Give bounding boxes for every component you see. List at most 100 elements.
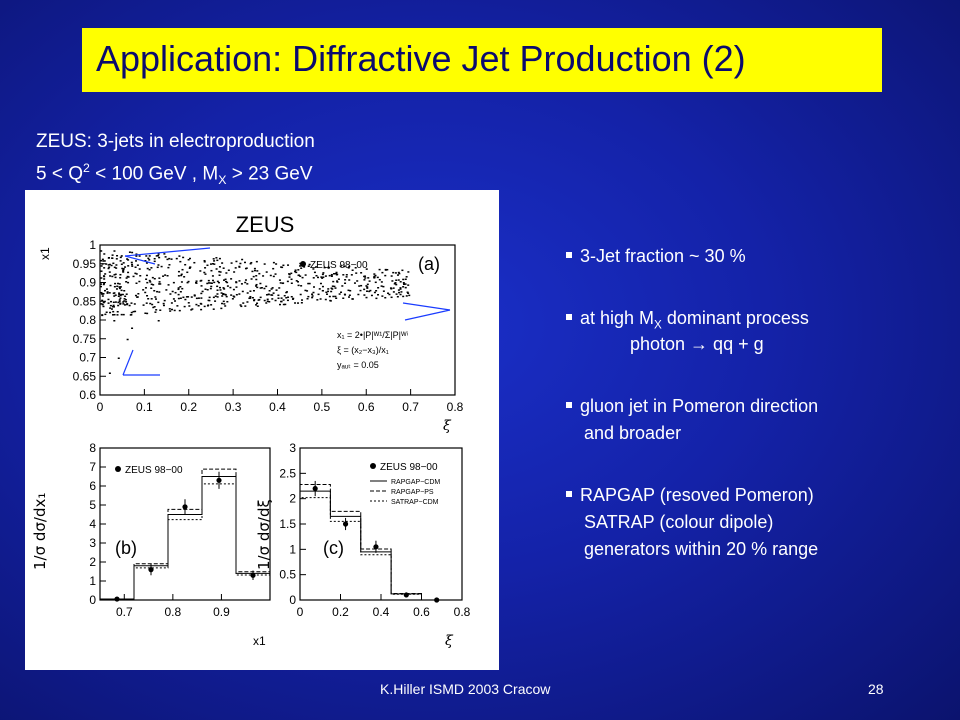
scatter-point — [122, 301, 125, 303]
scatter-point — [108, 292, 111, 294]
scatter-point — [101, 299, 104, 302]
scatter-point — [188, 257, 191, 260]
scatter-point — [277, 297, 280, 299]
scatter-point — [153, 290, 156, 292]
scatter-point — [191, 308, 194, 310]
hist-b-xlabel: x1 — [253, 634, 266, 648]
scatter-point — [155, 309, 158, 311]
scatter-point — [366, 286, 369, 288]
scatter-ytick: 0.8 — [79, 313, 96, 327]
scatter-point — [113, 274, 116, 276]
scatter-point — [145, 278, 148, 280]
scatter-point — [216, 259, 219, 262]
scatter-point — [100, 303, 103, 305]
scatter-point — [335, 273, 338, 276]
scatter-formula2: ξ = (x₂−x₃)/x₁ — [337, 345, 389, 355]
scatter-point — [328, 295, 331, 298]
scatter-point — [155, 298, 158, 300]
scatter-point — [344, 294, 347, 296]
scatter-point — [360, 284, 363, 287]
scatter-point — [351, 269, 354, 271]
scatter-point — [157, 254, 160, 257]
scatter-point — [297, 269, 300, 271]
scatter-point — [250, 261, 253, 264]
scatter-point — [218, 266, 221, 268]
scatter-point — [123, 298, 126, 300]
scatter-point — [221, 295, 224, 297]
scatter-point — [201, 290, 204, 293]
arrow-3 — [402, 302, 451, 311]
scatter-point — [249, 262, 252, 265]
scatter-point — [147, 257, 150, 260]
scatter-point — [218, 286, 221, 289]
scatter-point — [215, 257, 218, 259]
scatter-point — [256, 270, 259, 272]
scatter-point — [173, 309, 176, 312]
scatter-point — [268, 290, 271, 292]
scatter-point — [265, 294, 268, 296]
scatter-point — [134, 294, 137, 297]
scatter-point — [113, 285, 116, 288]
scatter-point — [190, 309, 193, 311]
scatter-point — [113, 250, 116, 252]
scatter-point — [259, 282, 262, 285]
scatter-point — [315, 274, 318, 277]
scatter-point — [100, 265, 103, 267]
scatter-point — [224, 305, 227, 307]
scatter-point — [282, 264, 285, 267]
scatter-point — [311, 296, 314, 299]
scatter-point — [119, 297, 122, 299]
scatter-point — [307, 295, 310, 298]
hist-xtick: 0.4 — [373, 605, 390, 619]
hist-ytick: 0.5 — [279, 568, 296, 582]
scatter-point — [333, 285, 336, 288]
scatter-point — [158, 277, 161, 279]
scatter-point — [358, 285, 361, 287]
scatter-point — [294, 269, 297, 271]
subtitle-line2: 5 < Q2 < 100 GeV , MX > 23 GeV — [36, 161, 313, 188]
scatter-point — [291, 298, 294, 300]
scatter-point — [117, 295, 120, 298]
scatter-point — [110, 300, 113, 303]
scatter-point — [108, 266, 111, 268]
title-box: Application: Diffractive Jet Production … — [82, 28, 882, 92]
scatter-point — [142, 289, 145, 291]
scatter-point — [366, 287, 369, 289]
scatter-point — [197, 305, 200, 307]
hist-data-point — [342, 521, 349, 527]
scatter-point — [163, 253, 166, 255]
scatter-point — [322, 272, 325, 274]
scatter-point — [119, 273, 122, 276]
scatter-point — [113, 320, 116, 322]
scatter-point — [238, 293, 241, 295]
scatter-point — [101, 258, 104, 261]
scatter-point — [222, 287, 225, 289]
scatter-point — [324, 275, 327, 277]
scatter-point — [255, 260, 258, 263]
scatter-point — [142, 304, 145, 306]
scatter-point — [118, 299, 121, 301]
scatter-point — [262, 275, 265, 277]
scatter-point — [290, 282, 293, 284]
bullet-4: RAPGAP (resoved Pomeron) — [566, 485, 814, 506]
hist-c-model-legend: RAPGAP−CDM RAPGAP−PS SATRAP−CDM — [370, 479, 440, 506]
scatter-point — [304, 274, 307, 276]
scatter-point — [300, 285, 303, 287]
scatter-point — [214, 300, 217, 302]
scatter-point — [121, 293, 124, 296]
scatter-point — [186, 281, 189, 284]
scatter-point — [317, 276, 320, 279]
scatter-point — [118, 286, 121, 288]
scatter-point — [297, 274, 300, 277]
scatter-point — [106, 292, 109, 294]
scatter-point — [365, 268, 368, 270]
scatter-point — [184, 263, 187, 266]
scatter-xtick: 0.6 — [358, 400, 375, 414]
scatter-point — [135, 260, 138, 262]
hist-data-point — [182, 504, 188, 510]
scatter-point — [117, 304, 120, 307]
hist-ytick: 1 — [89, 574, 96, 588]
scatter-point — [211, 263, 214, 265]
arrow-2 — [124, 255, 156, 265]
hist-xtick: 0.9 — [213, 605, 230, 619]
